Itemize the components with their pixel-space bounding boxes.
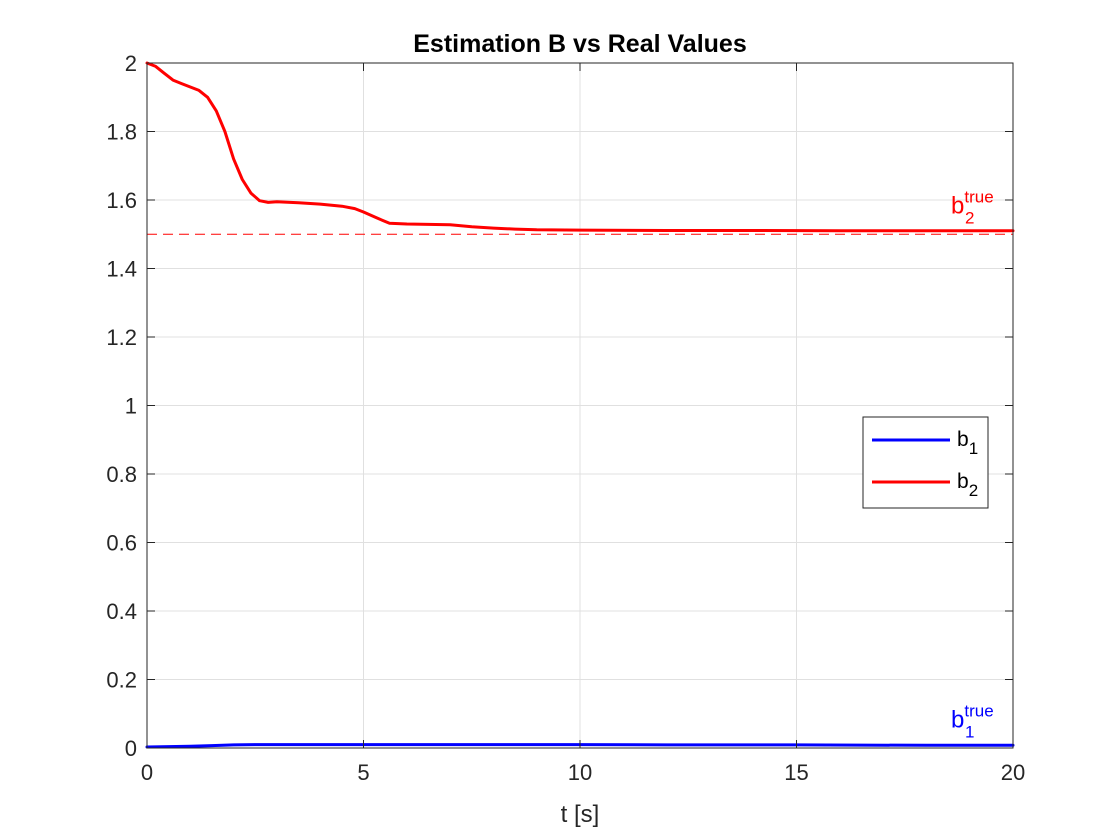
- chart-title: Estimation B vs Real Values: [413, 30, 746, 58]
- x-axis-label: t [s]: [561, 801, 600, 828]
- grid: [146, 62, 1014, 749]
- y-tick-label: 1.8: [106, 120, 137, 145]
- y-tick-label: 0.2: [106, 668, 137, 693]
- annotation-b2-true: btrue 2: [951, 188, 994, 228]
- legend-label-b2: b2: [957, 470, 978, 500]
- x-tick-label: 15: [784, 760, 808, 785]
- legend-label-b1: b1: [957, 428, 978, 458]
- y-tick-label: 0.6: [106, 531, 137, 556]
- x-tick-label: 5: [357, 760, 369, 785]
- y-tick-label: 0: [125, 736, 137, 761]
- series-line-b2: [145, 61, 1015, 233]
- x-tick-label: 20: [1001, 760, 1025, 785]
- series-lines: [145, 61, 1015, 749]
- legend-box: [862, 416, 989, 509]
- x-tick-label: 0: [141, 760, 153, 785]
- y-tick-label: 1.4: [106, 257, 137, 282]
- y-tick-label: 1: [125, 394, 137, 419]
- y-tick-label: 1.2: [106, 325, 137, 350]
- x-tick-label: 10: [568, 760, 592, 785]
- series-line-b1: [145, 743, 1015, 749]
- annotations: btrue 2 btrue 1: [951, 188, 994, 742]
- axis-ticks: 0 5 10 15 20 0 0.2 0.4 0.6 0.8 1 1.2 1.4 1.6 1.8 2: [106, 51, 1025, 785]
- y-tick-label: 1.6: [106, 188, 137, 213]
- y-tick-label: 0.4: [106, 599, 137, 624]
- annotation-b1-true: btrue 1: [951, 701, 994, 741]
- y-tick-label: 2: [125, 51, 137, 76]
- y-tick-label: 0.8: [106, 462, 137, 487]
